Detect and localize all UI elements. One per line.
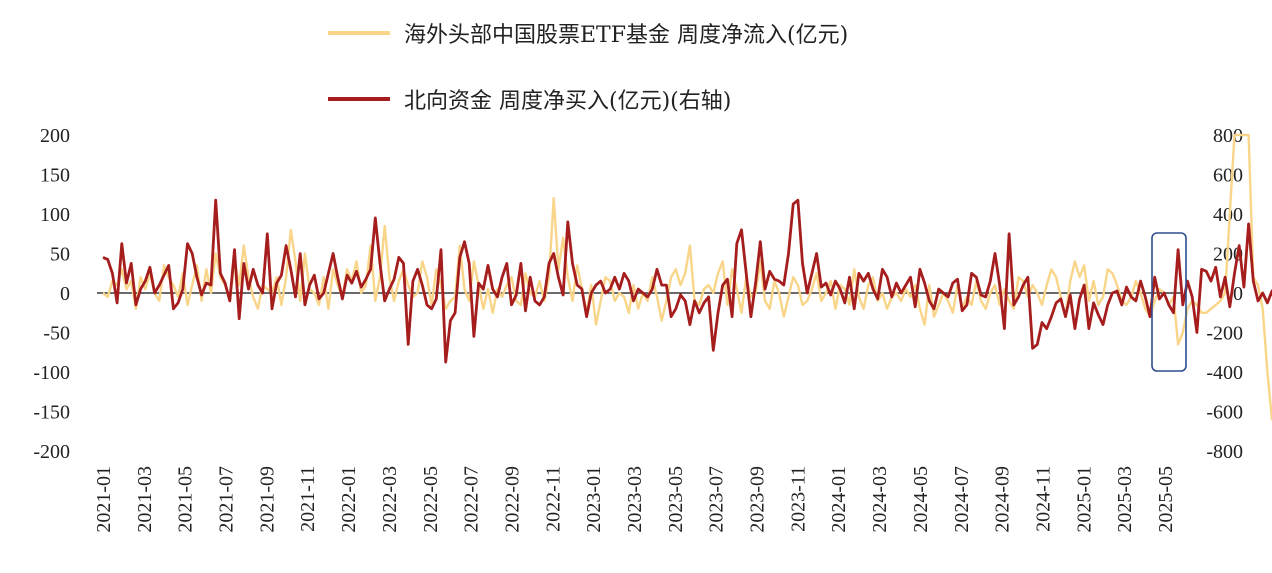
y-tick-label-left: -200 (33, 441, 70, 463)
x-tick-label: 2024-07 (951, 466, 973, 533)
legend-item-etf: 海外头部中国股票ETF基金 周度净流入(亿元) (328, 17, 848, 49)
x-tick-label: 2021-11 (297, 466, 319, 532)
highlight-box (1151, 232, 1187, 372)
y-tick-label-left: 200 (40, 125, 70, 147)
y-tick-label-right: -800 (1206, 441, 1243, 463)
x-tick-label: 2024-03 (869, 466, 891, 533)
y-tick-label-left: 50 (50, 244, 70, 266)
y-tick-label-right: 400 (1213, 204, 1243, 226)
y-tick-label-left: 0 (60, 283, 70, 305)
x-tick-label: 2022-11 (542, 466, 564, 532)
x-tick-label: 2022-07 (461, 466, 483, 533)
y-tick-label-right: 0 (1233, 283, 1243, 305)
y-tick-label-left: 100 (40, 204, 70, 226)
legend-swatch-etf (328, 31, 390, 35)
x-tick-label: 2023-09 (747, 466, 769, 533)
y-tick-label-left: -100 (33, 362, 70, 384)
x-tick-label: 2024-05 (910, 466, 932, 533)
x-tick-label: 2021-05 (175, 466, 197, 533)
y-tick-label-left: -50 (43, 323, 70, 345)
x-tick-label: 2022-09 (501, 466, 523, 533)
x-tick-label: 2022-01 (338, 466, 360, 533)
x-tick-label: 2024-01 (828, 466, 850, 533)
x-tick-label: 2021-07 (216, 466, 238, 533)
y-tick-label-left: 150 (40, 165, 70, 187)
x-tick-label: 2025-03 (1114, 466, 1136, 533)
y-tick-label-left: -150 (33, 402, 70, 424)
x-tick-label: 2025-01 (1073, 466, 1095, 533)
x-tick-label: 2023-03 (624, 466, 646, 533)
plot-area (102, 133, 1272, 421)
legend-label-etf: 海外头部中国股票ETF基金 周度净流入(亿元) (404, 23, 849, 48)
y-tick-label-right: -400 (1206, 362, 1243, 384)
x-tick-label: 2022-05 (420, 466, 442, 533)
x-axis: 2021-01 2021-03 2021-05 2021-07 2021-09 2021-… (93, 292, 1182, 533)
x-tick-label: 2022-03 (379, 466, 401, 533)
y-tick-label-right: 600 (1213, 165, 1243, 187)
legend-swatch-northbound (328, 97, 390, 101)
x-tick-label: 2024-11 (1032, 466, 1054, 532)
x-tick-label: 2023-11 (787, 466, 809, 532)
legend-label-northbound: 北向资金 周度净买入(亿元)(右轴) (404, 89, 732, 114)
series-line-northbound (102, 198, 1272, 364)
legend-item-northbound: 北向资金 周度净买入(亿元)(右轴) (328, 83, 731, 115)
x-tick-label: 2021-03 (134, 466, 156, 533)
y-tick-label-right: 800 (1213, 125, 1243, 147)
y-tick-label-right: -200 (1206, 323, 1243, 345)
x-tick-label: 2021-09 (256, 466, 278, 533)
x-tick-label: 2023-07 (706, 466, 728, 533)
x-tick-label: 2025-05 (1155, 466, 1177, 533)
y-axis-left: 200 150 100 50 0 -50 -100 -150 -200 (33, 125, 70, 463)
x-tick-label: 2023-05 (665, 466, 687, 533)
x-tick-label: 2023-01 (583, 466, 605, 533)
x-tick-label: 2024-09 (992, 466, 1014, 533)
x-tick-label: 2021-01 (93, 466, 115, 533)
y-tick-label-right: -600 (1206, 402, 1243, 424)
